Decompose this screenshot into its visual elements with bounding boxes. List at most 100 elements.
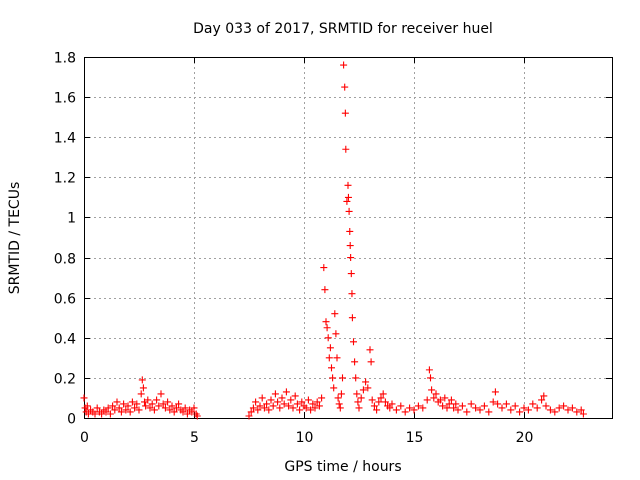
data-point xyxy=(362,378,370,386)
data-point xyxy=(347,254,355,262)
data-point xyxy=(289,404,297,412)
data-point xyxy=(450,404,458,412)
data-point xyxy=(538,396,546,404)
data-point xyxy=(355,404,363,412)
data-point xyxy=(150,406,158,414)
data-point xyxy=(564,406,572,414)
data-point xyxy=(271,390,279,398)
data-point xyxy=(329,374,337,382)
data-point xyxy=(511,402,519,410)
data-point xyxy=(546,406,554,414)
data-point xyxy=(344,193,352,201)
y-tick-label: 1 xyxy=(67,211,76,227)
data-point xyxy=(109,402,117,410)
data-point xyxy=(298,398,306,406)
data-point xyxy=(348,314,356,322)
data-point xyxy=(155,402,163,410)
data-point xyxy=(341,83,349,91)
data-point xyxy=(346,227,354,235)
data-point xyxy=(172,404,180,412)
data-point xyxy=(285,402,293,410)
data-point xyxy=(427,374,434,382)
data-point xyxy=(441,394,449,402)
data-point xyxy=(249,404,257,412)
data-point xyxy=(339,374,346,382)
data-point xyxy=(115,404,123,412)
data-point xyxy=(138,376,146,384)
x-axis-label: GPS time / hours xyxy=(284,459,401,475)
data-point xyxy=(106,410,114,418)
data-point xyxy=(443,404,451,412)
data-point xyxy=(348,290,356,298)
data-point xyxy=(309,400,317,408)
data-point xyxy=(445,400,453,408)
data-point xyxy=(454,406,462,414)
data-point xyxy=(153,396,161,404)
data-point xyxy=(315,402,323,410)
data-point xyxy=(287,396,295,404)
data-point xyxy=(323,324,331,332)
data-point xyxy=(133,400,141,408)
data-point xyxy=(367,358,375,366)
x-tick-label: 20 xyxy=(516,430,534,446)
data-point xyxy=(401,408,409,416)
data-point xyxy=(181,404,189,412)
data-point xyxy=(334,394,342,402)
data-point xyxy=(579,410,587,418)
data-point xyxy=(332,330,340,338)
data-point xyxy=(494,400,502,408)
data-point xyxy=(135,406,143,414)
data-point xyxy=(542,402,550,410)
data-point xyxy=(93,404,101,412)
y-tick-label: 1.8 xyxy=(54,51,76,67)
data-point xyxy=(142,402,150,410)
data-point xyxy=(337,390,345,398)
tick-labels: 0 0.2 0.4 0.6 0.8 1 1.2 1.4 1.6 1.8 0 5 10 15 20 xyxy=(54,51,534,447)
data-point xyxy=(343,197,351,205)
data-point xyxy=(480,402,488,410)
data-point xyxy=(430,394,438,402)
data-point xyxy=(524,406,532,414)
x-tick-label: 5 xyxy=(190,430,199,446)
data-point xyxy=(381,398,389,406)
data-point xyxy=(113,398,121,406)
data-point xyxy=(256,402,264,410)
data-point xyxy=(102,408,110,416)
data-point xyxy=(84,410,92,418)
data-point xyxy=(252,398,260,406)
data-point xyxy=(183,410,191,418)
data-point xyxy=(131,404,139,412)
data-point xyxy=(368,396,376,404)
data-point xyxy=(267,396,275,404)
data-point xyxy=(540,392,548,400)
data-point xyxy=(344,181,352,189)
data-point xyxy=(269,402,277,410)
data-point xyxy=(507,406,515,414)
data-point xyxy=(148,400,156,408)
data-point xyxy=(120,400,128,408)
data-point xyxy=(166,406,174,414)
data-point xyxy=(320,264,328,272)
data-point xyxy=(179,408,187,416)
data-point xyxy=(258,394,266,402)
data-point xyxy=(111,406,119,414)
data-point xyxy=(560,402,568,410)
data-point xyxy=(318,394,326,402)
data-point xyxy=(331,310,339,318)
data-point xyxy=(345,207,353,215)
data-point xyxy=(324,334,332,342)
data-point xyxy=(98,410,106,418)
data-point xyxy=(260,404,268,412)
data-point xyxy=(476,406,484,414)
data-point xyxy=(326,344,334,352)
data-point xyxy=(254,406,262,414)
data-point xyxy=(146,404,154,412)
y-tick-label: 0.6 xyxy=(54,292,76,308)
data-point xyxy=(278,394,286,402)
plot-border xyxy=(84,57,613,419)
data-point xyxy=(175,400,183,408)
y-tick-label: 0 xyxy=(67,412,76,428)
y-tick-label: 1.6 xyxy=(54,91,76,107)
